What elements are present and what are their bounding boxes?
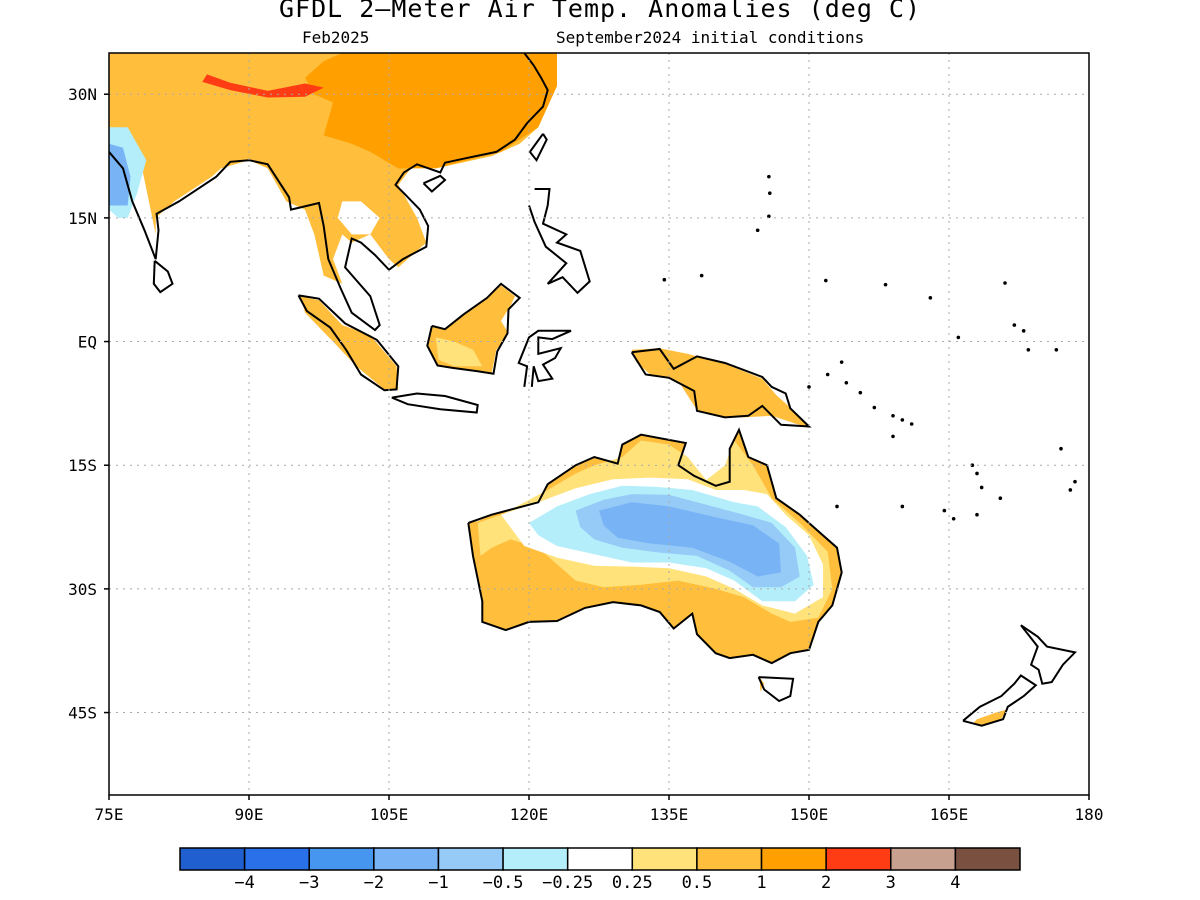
lat-tick-label: 30S <box>68 580 97 599</box>
colorbar-swatch <box>373 847 440 871</box>
colorbar-swatch <box>437 847 504 871</box>
lat-tick-label: 30N <box>68 85 97 104</box>
lon-tick-label: 135E <box>650 805 689 824</box>
colorbar-swatch <box>954 847 1021 871</box>
plot-area <box>109 53 1077 727</box>
lon-tick-label: 120E <box>510 805 549 824</box>
lat-tick-label: EQ <box>78 333 97 352</box>
lat-tick-label: 15N <box>68 209 97 228</box>
colorbar-label: 0.25 <box>612 873 653 893</box>
colorbar-label: −2 <box>364 873 384 893</box>
colorbar-label: −0.25 <box>542 873 593 893</box>
tasmania-coastline <box>757 676 795 703</box>
java-coastline <box>391 392 479 414</box>
hainan-coastline <box>422 174 447 193</box>
colorbar-label: 0.5 <box>682 873 713 893</box>
colorbar-label: −0.5 <box>483 873 524 893</box>
pacific-islands <box>662 174 1077 521</box>
colorbar-swatch <box>631 847 698 871</box>
taiwan-coastline <box>528 133 548 163</box>
new-guinea-coastline <box>630 347 812 428</box>
china-orange-region <box>305 53 557 169</box>
colorbar-label: −3 <box>299 873 319 893</box>
longitude-axis: 75E 90E 105E 120E 135E 150E 165E 180 <box>95 795 1104 824</box>
colorbar-swatch <box>696 847 763 871</box>
lon-tick-label: 90E <box>235 805 264 824</box>
sri-lanka-coastline <box>152 260 174 294</box>
lon-tick-label: 75E <box>95 805 124 824</box>
lon-tick-label: 105E <box>370 805 409 824</box>
tibet-hot-region <box>202 74 324 98</box>
initial-conditions-label: September2024 initial conditions <box>556 28 865 47</box>
colorbar-swatch <box>890 847 957 871</box>
lon-tick-label: 165E <box>930 805 969 824</box>
new-zealand-south-coastline <box>962 674 1038 727</box>
new-zealand-north-coastline <box>1020 624 1077 685</box>
map-title: GFDL 2—Meter Air Temp. Anomalies (deg C) <box>278 0 922 23</box>
colorbar-swatch <box>243 847 310 871</box>
latitude-axis: 30N 15N EQ 15S 30S 45S <box>68 85 109 723</box>
colorbar-label: −4 <box>234 873 254 893</box>
colorbar-label: 4 <box>950 873 960 893</box>
colorbar: −4 −3 −2 −1 −0.5 −0.25 0.25 0.5 1 2 3 4 <box>179 847 1021 893</box>
lat-tick-label: 15S <box>68 456 97 475</box>
colorbar-label: 2 <box>821 873 831 893</box>
valid-month-label: Feb2025 <box>302 28 370 47</box>
thailand-pale-region <box>337 201 380 235</box>
new-zealand-warm-region <box>972 709 1008 726</box>
borneo-coastline <box>426 282 522 375</box>
grid-lines <box>109 53 1089 795</box>
colorbar-label: 1 <box>756 873 766 893</box>
colorbar-swatch <box>760 847 827 871</box>
colorbar-swatch <box>308 847 375 871</box>
colorbar-swatch <box>179 847 246 871</box>
map-frame <box>108 52 1090 796</box>
sumatra-coastline <box>297 294 400 392</box>
lon-tick-label: 150E <box>790 805 829 824</box>
lat-tick-label: 45S <box>68 704 97 723</box>
sulawesi-coastline <box>517 329 572 388</box>
australia-coldest-region <box>599 502 781 577</box>
philippines-coastline <box>528 188 591 295</box>
borneo-pale-region <box>435 337 483 367</box>
colorbar-swatch <box>566 847 634 871</box>
colorbar-label: 3 <box>886 873 896 893</box>
asia-coastline <box>109 53 549 332</box>
sumatra-warm-region <box>300 296 399 390</box>
colorbar-swatch <box>502 847 569 871</box>
australia-coastline <box>467 427 843 665</box>
colorbar-swatch <box>825 847 892 871</box>
colorbar-label: −1 <box>428 873 448 893</box>
lon-tick-label: 180 <box>1075 805 1104 824</box>
